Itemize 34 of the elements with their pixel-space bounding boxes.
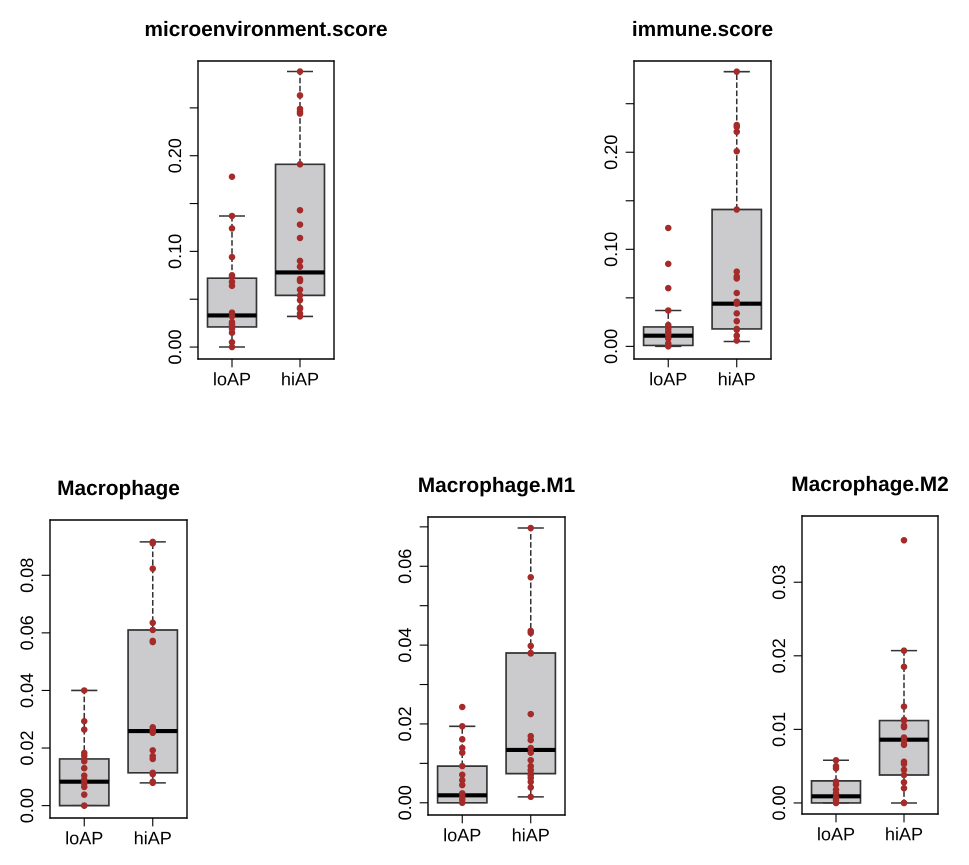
x-tick-label: loAP xyxy=(66,831,102,844)
chart-title: Macrophage.M2 xyxy=(792,476,948,496)
y-tick-label: 0.04 xyxy=(398,628,412,662)
y-tick-label: 0.02 xyxy=(398,707,412,741)
y-tick-label: 0.00 xyxy=(772,786,786,820)
y-tick-label: 0.10 xyxy=(168,234,182,268)
x-tick-label: hiAP xyxy=(718,372,755,386)
y-tick-label: 0.01 xyxy=(772,712,786,746)
chart-title: Macrophage.M1 xyxy=(419,476,575,496)
x-tick-label: loAP xyxy=(818,827,854,840)
y-tick-label: 0.20 xyxy=(604,135,618,170)
y-tick-label: 0.00 xyxy=(20,788,34,822)
y-tick-label: 0.04 xyxy=(20,673,34,708)
y-tick-label: 0.00 xyxy=(398,786,412,820)
x-tick-label: loAP xyxy=(650,372,686,386)
x-tick-label: loAP xyxy=(214,372,250,386)
y-tick-label: 0.06 xyxy=(398,549,412,584)
y-tick-label: 0.00 xyxy=(168,330,182,364)
x-tick-label: hiAP xyxy=(886,827,922,840)
x-tick-label: hiAP xyxy=(512,828,549,842)
y-tick-label: 0.08 xyxy=(20,558,34,592)
y-tick-label: 0.02 xyxy=(20,731,34,765)
x-tick-label: loAP xyxy=(444,828,480,842)
x-tick-label: hiAP xyxy=(282,372,318,386)
y-tick-label: 0.10 xyxy=(604,232,618,266)
y-tick-label: 0.03 xyxy=(772,565,786,600)
y-tick-label: 0.20 xyxy=(168,138,182,173)
y-tick-label: 0.06 xyxy=(20,616,34,650)
chart-title: immune.score xyxy=(633,20,772,36)
y-tick-label: 0.00 xyxy=(604,330,618,364)
chart-title: microenvironment.score xyxy=(146,20,387,36)
y-tick-label: 0.02 xyxy=(772,639,786,673)
chart-title: Macrophage xyxy=(58,480,180,500)
x-tick-label: hiAP xyxy=(134,831,171,844)
